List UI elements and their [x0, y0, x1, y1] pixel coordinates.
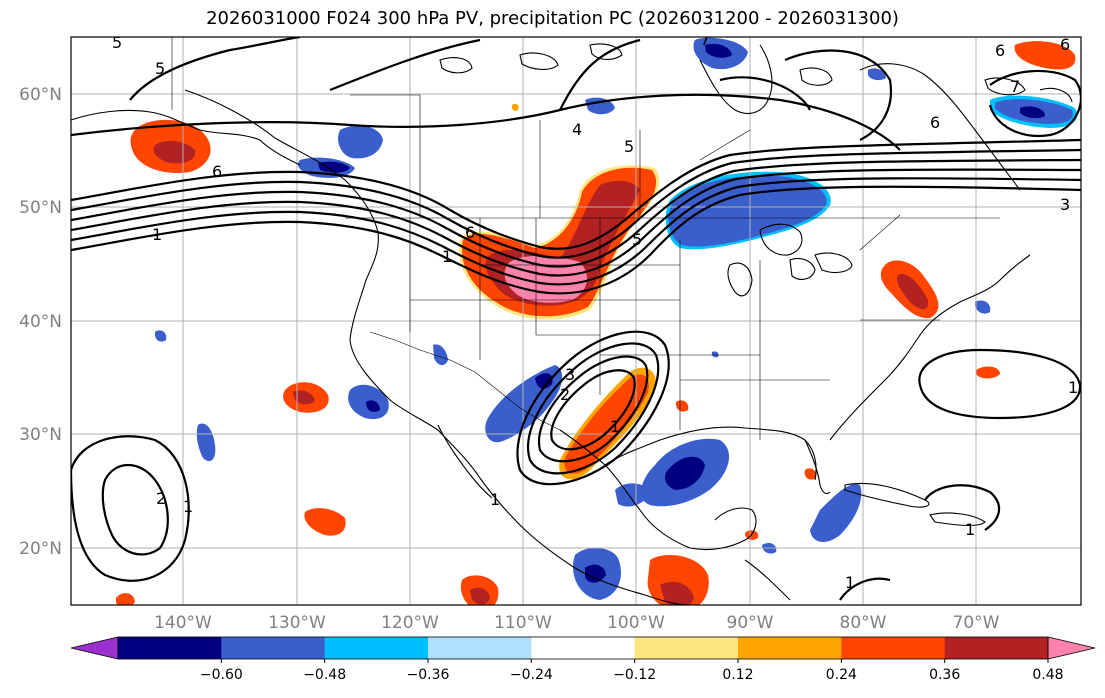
colorbar-segment [324, 637, 429, 659]
contour-label: 6 [465, 223, 475, 242]
contour-label: 6 [212, 162, 222, 181]
lon-label: 140°W [154, 613, 212, 633]
contour-label: 2 [156, 489, 166, 508]
colorbar-tick-label: −0.36 [407, 667, 450, 683]
map-gridlines [71, 37, 1081, 605]
colorbar-segment [841, 637, 946, 659]
colorbar-extend-high [1047, 636, 1096, 660]
colorbar-frame [117, 636, 1049, 660]
colorbar-segment [118, 637, 222, 659]
contour-label: 3 [565, 365, 575, 384]
pv-contours [71, 37, 1081, 601]
contour-label: 5 [155, 59, 165, 78]
colorbar-tick-label: −0.12 [613, 667, 656, 683]
contour-label: 7 [1010, 77, 1020, 96]
precip-negative-shading [154, 37, 1078, 600]
lon-label: 80°W [840, 613, 887, 633]
contour-label: 6 [930, 113, 940, 132]
lat-label: 60°N [19, 85, 62, 105]
colorbar-extend-low [70, 636, 119, 660]
lon-label: 130°W [268, 613, 326, 633]
contour-label: 3 [1060, 195, 1070, 214]
lat-axis-labels: 60°N 50°N 40°N 30°N 20°N [19, 85, 62, 559]
lon-label: 90°W [727, 613, 774, 633]
contour-label: 1 [1068, 378, 1078, 397]
colorbar-segment [634, 637, 739, 659]
map-frame [70, 36, 1082, 606]
contour-label: 5 [624, 137, 634, 156]
colorbar-tick-label: 0.36 [929, 667, 960, 683]
contour-label: 4 [572, 120, 582, 139]
colorbar-tick-label: −0.60 [200, 667, 243, 683]
lat-label: 20°N [19, 539, 62, 559]
lon-label: 100°W [607, 613, 665, 633]
contour-label: 1 [610, 417, 620, 436]
colorbar-segment [428, 637, 532, 659]
lon-label: 120°W [381, 613, 439, 633]
coastlines [71, 43, 1073, 605]
contour-label: 1 [442, 247, 452, 266]
contour-label: 6 [1060, 35, 1070, 54]
lon-axis-labels: 140°W 130°W 120°W 110°W 100°W 90°W 80°W … [154, 613, 1000, 633]
colorbar-segment [531, 637, 636, 659]
contour-label: 5 [112, 33, 122, 52]
lon-label: 110°W [494, 613, 552, 633]
figure-title: 2026031000 F024 300 hPa PV, precipitatio… [206, 8, 899, 29]
colorbar-segment [221, 637, 326, 659]
colorbar-tick-label: 0.12 [722, 667, 753, 683]
contour-label: 6 [995, 41, 1005, 60]
colorbar-tick-label: −0.24 [510, 667, 553, 683]
lat-label: 50°N [19, 198, 62, 218]
colorbar-tick-label: 0.24 [826, 667, 857, 683]
country-borders [171, 37, 1000, 440]
contour-label: 2 [560, 385, 570, 404]
colorbar: −0.60 −0.48 −0.36 −0.24 −0.12 0.12 0.24 0.36 0.4… [70, 636, 1096, 683]
colorbar-tick-label: 0.48 [1032, 667, 1063, 683]
colorbar-tick-label: −0.48 [303, 667, 346, 683]
lat-label: 30°N [19, 425, 62, 445]
contour-label: 1 [183, 497, 193, 516]
colorbar-segment [944, 637, 1049, 659]
colorbar-segment [738, 637, 842, 659]
contour-label: 5 [632, 230, 642, 249]
contour-label: 1 [152, 225, 162, 244]
contour-label: 1 [965, 520, 975, 539]
lat-label: 40°N [19, 312, 62, 332]
pv-contour-labels: 1 6 5 6 4 5 6 7 6 5 5 1 2 3 1 2 1 1 1 1 … [112, 30, 1078, 592]
lon-label: 70°W [953, 613, 1000, 633]
contour-label: 1 [845, 573, 855, 592]
precip-positive-shading [116, 41, 1076, 605]
contour-label: 1 [490, 490, 500, 509]
contour-label: 7 [700, 30, 710, 49]
